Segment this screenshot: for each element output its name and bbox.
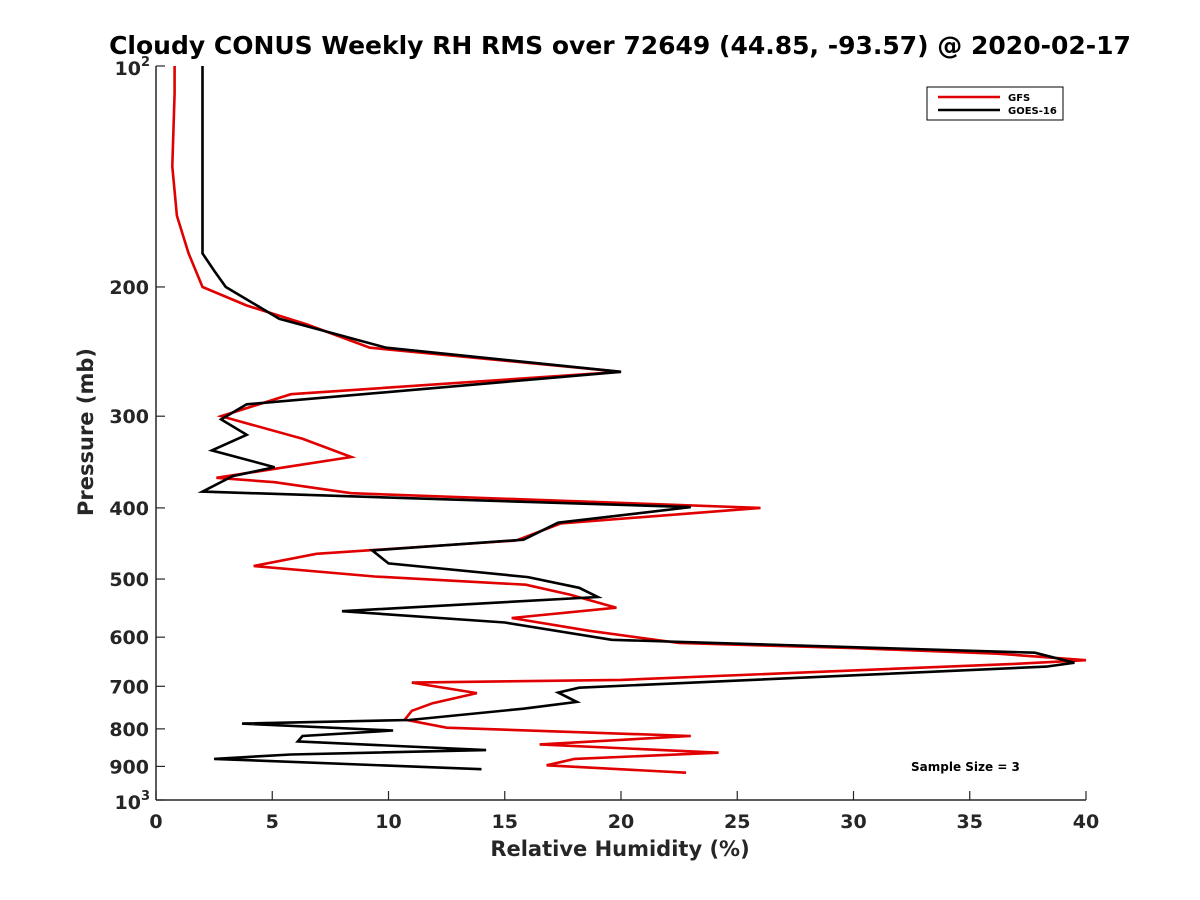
y-tick-label: 103	[115, 789, 151, 814]
chart-title: Cloudy CONUS Weekly RH RMS over 72649 (4…	[109, 31, 1131, 60]
y-tick-label: 400	[109, 498, 149, 520]
x-tick-label: 25	[724, 811, 750, 833]
y-tick-label: 102	[115, 55, 151, 80]
y-tick-label: 500	[109, 569, 149, 591]
x-tick-label: 35	[957, 811, 983, 833]
x-tick-label: 0	[149, 811, 162, 833]
legend-box	[926, 86, 1064, 121]
x-tick-label: 5	[266, 811, 279, 833]
legend: GFS GOES-16	[926, 86, 1064, 121]
x-axis-label: Relative Humidity (%)	[490, 837, 749, 861]
x-tick-label: 15	[492, 811, 518, 833]
y-tick-label: 200	[109, 277, 149, 299]
y-axis-label: Pressure (mb)	[74, 348, 98, 516]
sample-size-annotation: Sample Size = 3	[911, 760, 1020, 774]
y-tick-label: 300	[109, 406, 149, 428]
y-tick-label: 600	[109, 627, 149, 649]
y-tick-label: 900	[109, 756, 149, 778]
y-tick-label: 700	[109, 676, 149, 698]
x-ticks: 0 5 10 15 20 25 30 35 40	[149, 791, 1099, 833]
x-tick-label: 20	[608, 811, 634, 833]
legend-label-gfs: GFS	[1008, 93, 1030, 104]
y-ticks: 102 200 300 400 500 600 700 800 900 103	[109, 55, 165, 814]
x-tick-label: 40	[1073, 811, 1099, 833]
series-layer	[170, 66, 1087, 774]
x-tick-label: 30	[840, 811, 866, 833]
y-tick-label: 800	[109, 719, 149, 741]
x-tick-label: 10	[375, 811, 401, 833]
legend-label-goes16: GOES-16	[1008, 106, 1057, 117]
series-line-goes16	[197, 66, 1075, 771]
